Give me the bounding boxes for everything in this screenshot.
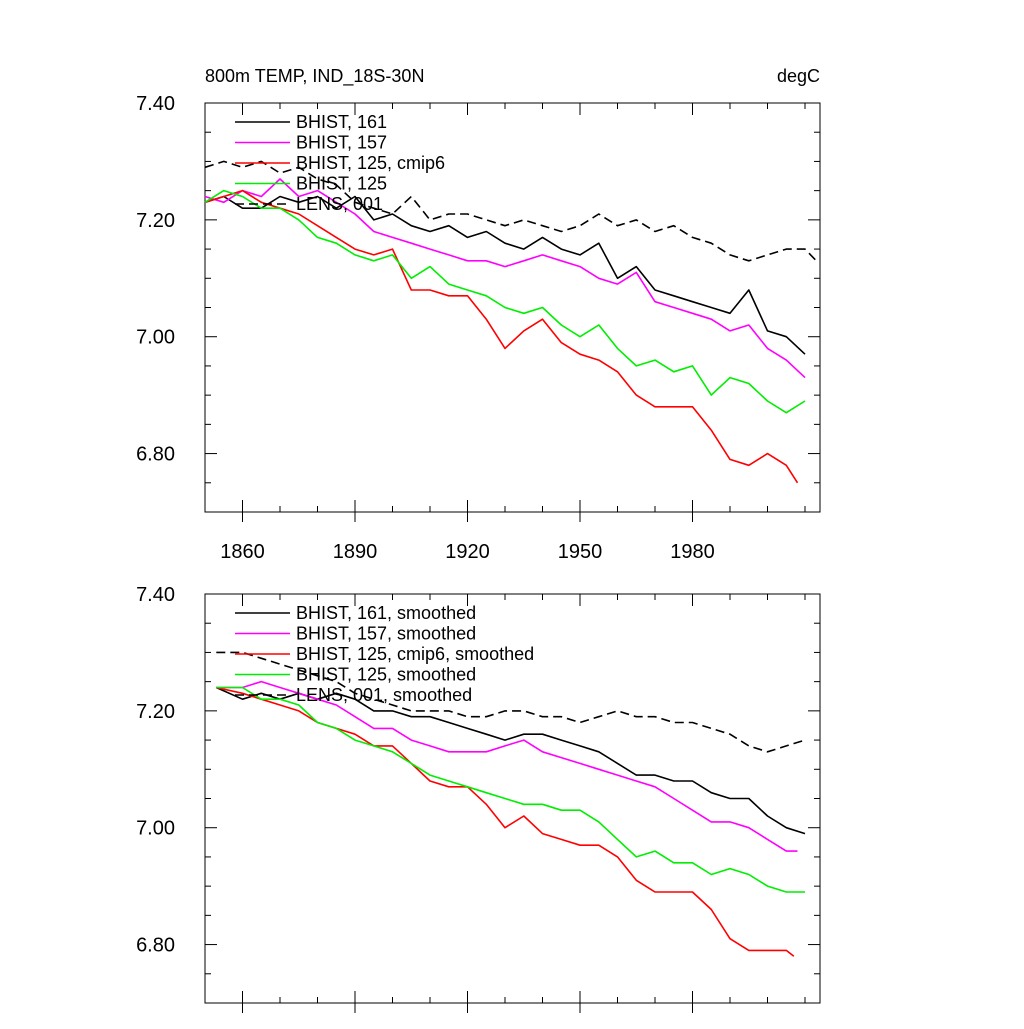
legend-label: BHIST, 161, smoothed: [296, 603, 476, 623]
legend-label: LENS, 001: [296, 194, 383, 214]
y-tick-label: 6.80: [136, 444, 175, 466]
y-tick-label: 7.00: [136, 818, 175, 840]
units-label: degC: [777, 66, 820, 86]
legend-label: BHIST, 125, smoothed: [296, 665, 476, 685]
y-tick-label: 7.00: [136, 327, 175, 349]
legend-label: BHIST, 125, cmip6: [296, 153, 445, 173]
y-tick-label: 7.20: [136, 210, 175, 232]
series-line-bhist-125-cmip6: [204, 189, 799, 484]
y-tick-label: 7.40: [136, 584, 175, 606]
x-tick-label: 1860: [220, 541, 265, 563]
x-tick-label: 1920: [445, 541, 490, 563]
series-line-bhist-161: [204, 195, 806, 355]
legend-label: BHIST, 125: [296, 174, 387, 194]
legend-label: BHIST, 161: [296, 112, 387, 132]
legend-label: BHIST, 157: [296, 133, 387, 153]
legend-label: BHIST, 125, cmip6, smoothed: [296, 644, 534, 664]
series-line-bhist-157-smoothed: [216, 680, 798, 852]
series-line-bhist-125-smoothed: [216, 686, 805, 893]
top-panel: 6.80 7.00 7.20 7.40 1860 1890 1920 1950 1980 BHIS…: [136, 93, 821, 563]
x-tick-label: 1950: [558, 541, 603, 563]
chart-title: 800m TEMP, IND_18S-30N: [205, 66, 424, 87]
y-tick-label: 7.40: [136, 93, 175, 115]
y-tick-label: 6.80: [136, 935, 175, 957]
legend-label: BHIST, 157, smoothed: [296, 624, 476, 644]
y-tick-label: 7.20: [136, 701, 175, 723]
x-tick-label: 1890: [333, 541, 378, 563]
series-line-bhist-125: [204, 189, 806, 414]
series-line-lens-001-smoothed: [216, 651, 806, 753]
x-tick-label: 1980: [670, 541, 715, 563]
series-line-lens-001: [204, 160, 817, 262]
legend-label: LENS, 001, smoothed: [296, 685, 472, 705]
series-line-bhist-161-smoothed: [215, 686, 806, 835]
series-line-bhist-157: [204, 178, 806, 379]
